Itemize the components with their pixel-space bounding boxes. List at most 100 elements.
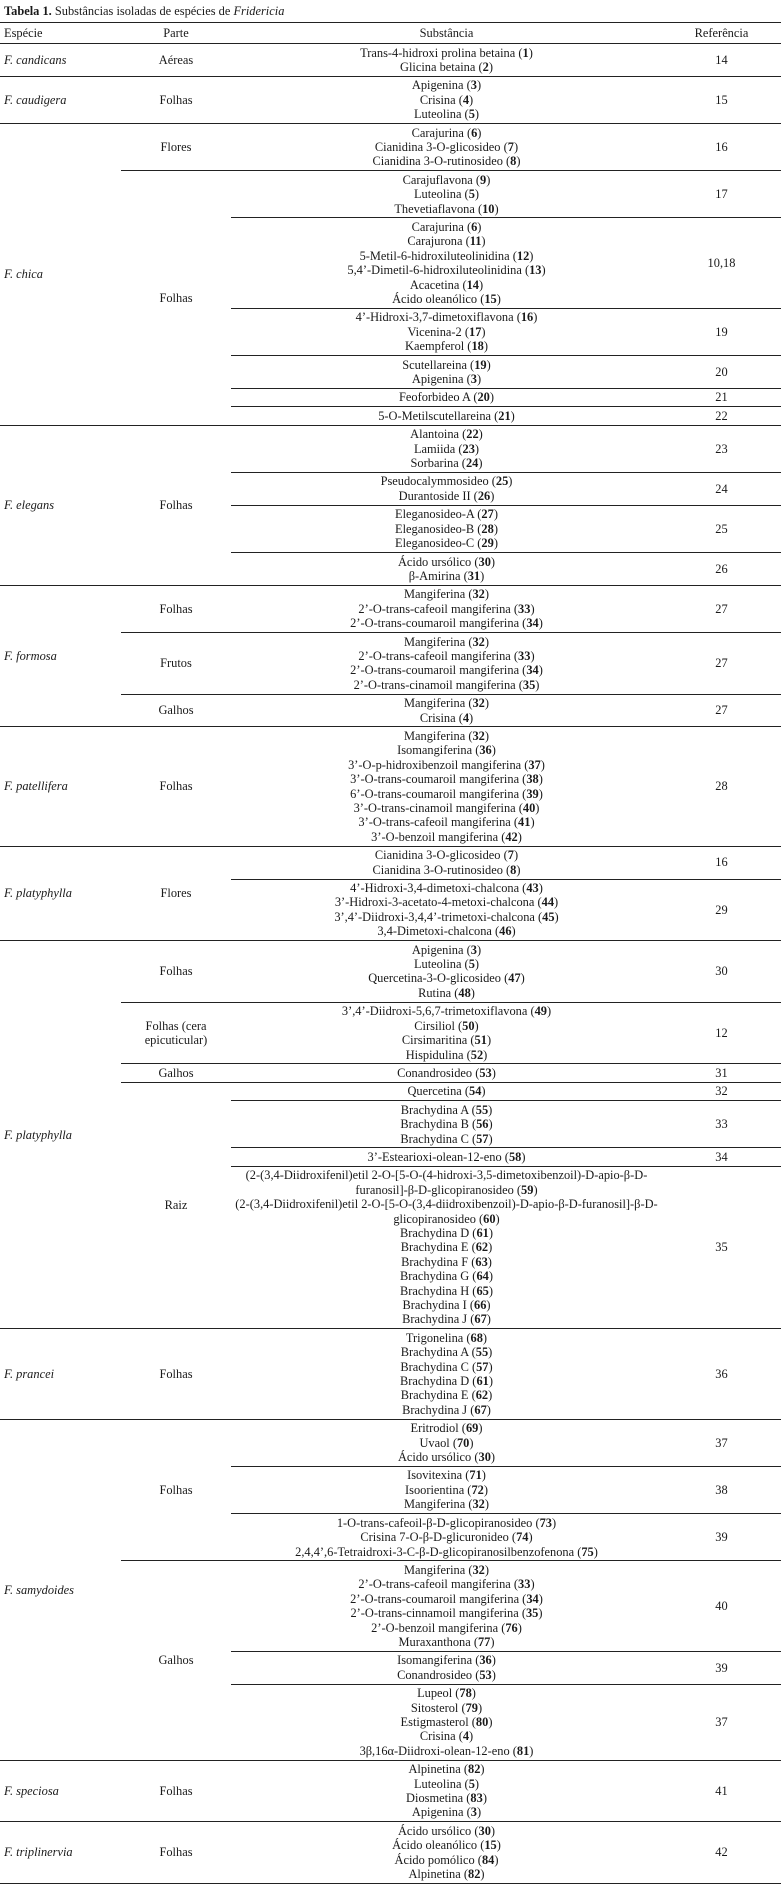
substance-item: Lupeol (78) [417,1686,476,1701]
compound-number: 43 [526,881,539,896]
substance-name: Apigenina [411,372,464,387]
substance-name: Carajurina [411,219,464,234]
substance-item: 1-O-trans-cafeoil-β-D-glicopiranosideo (… [336,1515,557,1530]
compound-number: 32 [472,728,485,743]
compound-number: 67 [474,1312,487,1327]
substance-item: Brachydina C (57) [400,1131,493,1146]
substance-name: Trans-4-hidroxi prolina betaina [360,45,516,60]
substance-name: Acacetina [409,277,460,292]
compound-number: 6 [471,125,478,140]
substance-name: 3’-O-trans-cafeoil mangiferina [358,815,511,830]
compound-number: 66 [474,1298,487,1312]
substance-item: 4’-Hidroxi-3,7-dimetoxiflavona (16) [355,310,538,325]
table-row: 4’-Hidroxi-3,7-dimetoxiflavona (16) Vicen… [0,307,781,356]
table-row: Carajurina (6) Carajurona (11) 5-Metil-6-h… [0,217,781,309]
substance-item: Diosmetina (83) [406,1791,487,1805]
caption-label: Tabela 1. [4,4,52,18]
substance-name: Sitosterol [410,1700,459,1715]
substance-item: 5-O-Metilscutellareina (21) [378,408,515,423]
compound-number: 64 [476,1269,489,1284]
compound-number: 31 [467,568,481,583]
compound-number: 62 [475,1388,489,1403]
table-row: F. elegans Folhas Alantoina (22) Lamiida (2… [0,424,781,586]
substance-item: Brachydina I (66) [402,1298,491,1312]
compound-number: 47 [508,971,521,986]
substance-item: Eleganosideo-A (27) [395,507,498,522]
part-cell: Flores [121,123,231,171]
substance-name: Apigenina [411,942,464,957]
substance-item: Eleganosideo-C (29) [395,536,498,551]
compound-number: 4 [462,1729,470,1744]
compound-number: 8 [510,154,517,169]
substance-name: Mangiferina [403,587,466,602]
substance-item: 2’-O-trans-coumaroil mangiferina (34) [350,616,543,631]
substance-cell: Ácido ursólico (30) β-Amirina (31) [231,552,662,586]
compound-number: 36 [479,1653,492,1668]
reference-cell: 27 [662,584,781,633]
compound-number: 60 [483,1211,496,1226]
substance-name: Ácido oleanólico [392,292,478,306]
substance-item: 3’-O-trans-cafeoil mangiferina (41) [358,815,535,830]
table-row: F. formosa Folhas Mangiferina (32) 2’-O-tra… [0,584,781,727]
compound-number: 82 [468,1762,481,1777]
compound-number: 32 [472,696,485,711]
species-cell: F. prancei [0,1328,121,1420]
substance-name: Luteolina [413,107,462,122]
reference-cell: 36 [662,1328,781,1420]
compound-number: 17 [469,324,482,339]
compound-number: 62 [475,1240,489,1255]
compound-number: 50 [462,1018,475,1033]
reference-cell: 21 [662,387,781,407]
substance-name: Brachydina I [402,1298,467,1312]
table-row: Galhos Conandrosideo (53) 31 [0,1063,781,1083]
substance-cell: Mangiferina (32) Isomangiferina (36) 3’-O-… [231,726,662,847]
substance-name: Brachydina D [400,1225,470,1240]
substance-item: Lamiida (23) [413,441,480,456]
substance-item: Ácido ursólico (30) [397,1823,496,1838]
species-cell: F. samydoides [0,1418,121,1761]
substance-item: Brachydina H (65) [400,1283,493,1298]
substance-cell: Scutellareina (19) Apigenina (3) [231,355,662,389]
compound-number: 75 [581,1544,594,1559]
substance-cell: 3’,4’-Diidroxi-5,6,7-trimetoxiflavona (4… [231,1001,662,1064]
substance-item: Scutellareina (19) [402,357,491,372]
substance-cell: Mangiferina (32) 2’-O-trans-cafeoil mangi… [231,632,662,695]
reference-cell: 27 [662,632,781,695]
table-row: Isovitexina (71) Isoorientina (72) Mangife… [0,1465,781,1514]
substance-item: Hispidulina (52) [405,1047,488,1062]
substance-item: 3’-Hidroxi-3-acetato-4-metoxi-chalcona (… [334,895,559,910]
reference-cell: 34 [662,1147,781,1167]
substance-cell: Lupeol (78) Sitosterol (79) Estigmasterol … [231,1683,662,1761]
reference-cell: 26 [662,552,781,586]
compound-number: 76 [505,1620,518,1635]
reference-cell: 12 [662,1001,781,1064]
substance-name: 1-O-trans-cafeoil-β-D-glicopiranosideo [336,1515,533,1530]
part-cell: Raiz [121,1081,231,1329]
substance-cell: 1-O-trans-cafeoil-β-D-glicopiranosideo (… [231,1513,662,1561]
species-cell: F. formosa [0,584,121,727]
reference-cell: 27 [662,693,781,727]
substance-name: Rutina [418,985,452,1000]
compound-number: 29 [481,536,494,551]
species-cell: F. candicans [0,43,121,77]
compound-number: 32 [472,1562,485,1577]
substance-name: 4’-Hidroxi-3,4-dimetoxi-chalcona [350,881,520,896]
substance-name: 2,4,4’,6-Tetraidroxi-3-C-β-D-glicopirano… [295,1544,575,1559]
compound-number: 3 [470,942,477,957]
substance-item: Brachydina E (62) [400,1240,493,1255]
substance-cell: Cianidina 3-O-glicosideo (7) Cianidina 3-… [231,845,662,880]
substance-name: Trigonelina [405,1330,464,1345]
substance-name: Crisina [419,710,456,725]
substance-item: Vicenina-2 (17) [407,324,486,339]
species-cell: F. elegans [0,424,121,586]
compound-number: 34 [526,663,539,678]
substance-item: Uvaol (70) [419,1435,474,1450]
substance-item: Durantoside II (26) [398,488,495,503]
substance-item: Quercetina-3-O-glicosideo (47) [368,971,525,986]
compound-number: 19 [474,357,487,372]
compound-number: 3 [470,1805,477,1820]
compound-number: 32 [472,587,485,602]
substance-item: 2’-O-trans-cafeoil mangiferina (33) [358,601,535,616]
substance-name: Eleganosideo-B [395,521,475,536]
compound-number: 20 [477,390,490,405]
